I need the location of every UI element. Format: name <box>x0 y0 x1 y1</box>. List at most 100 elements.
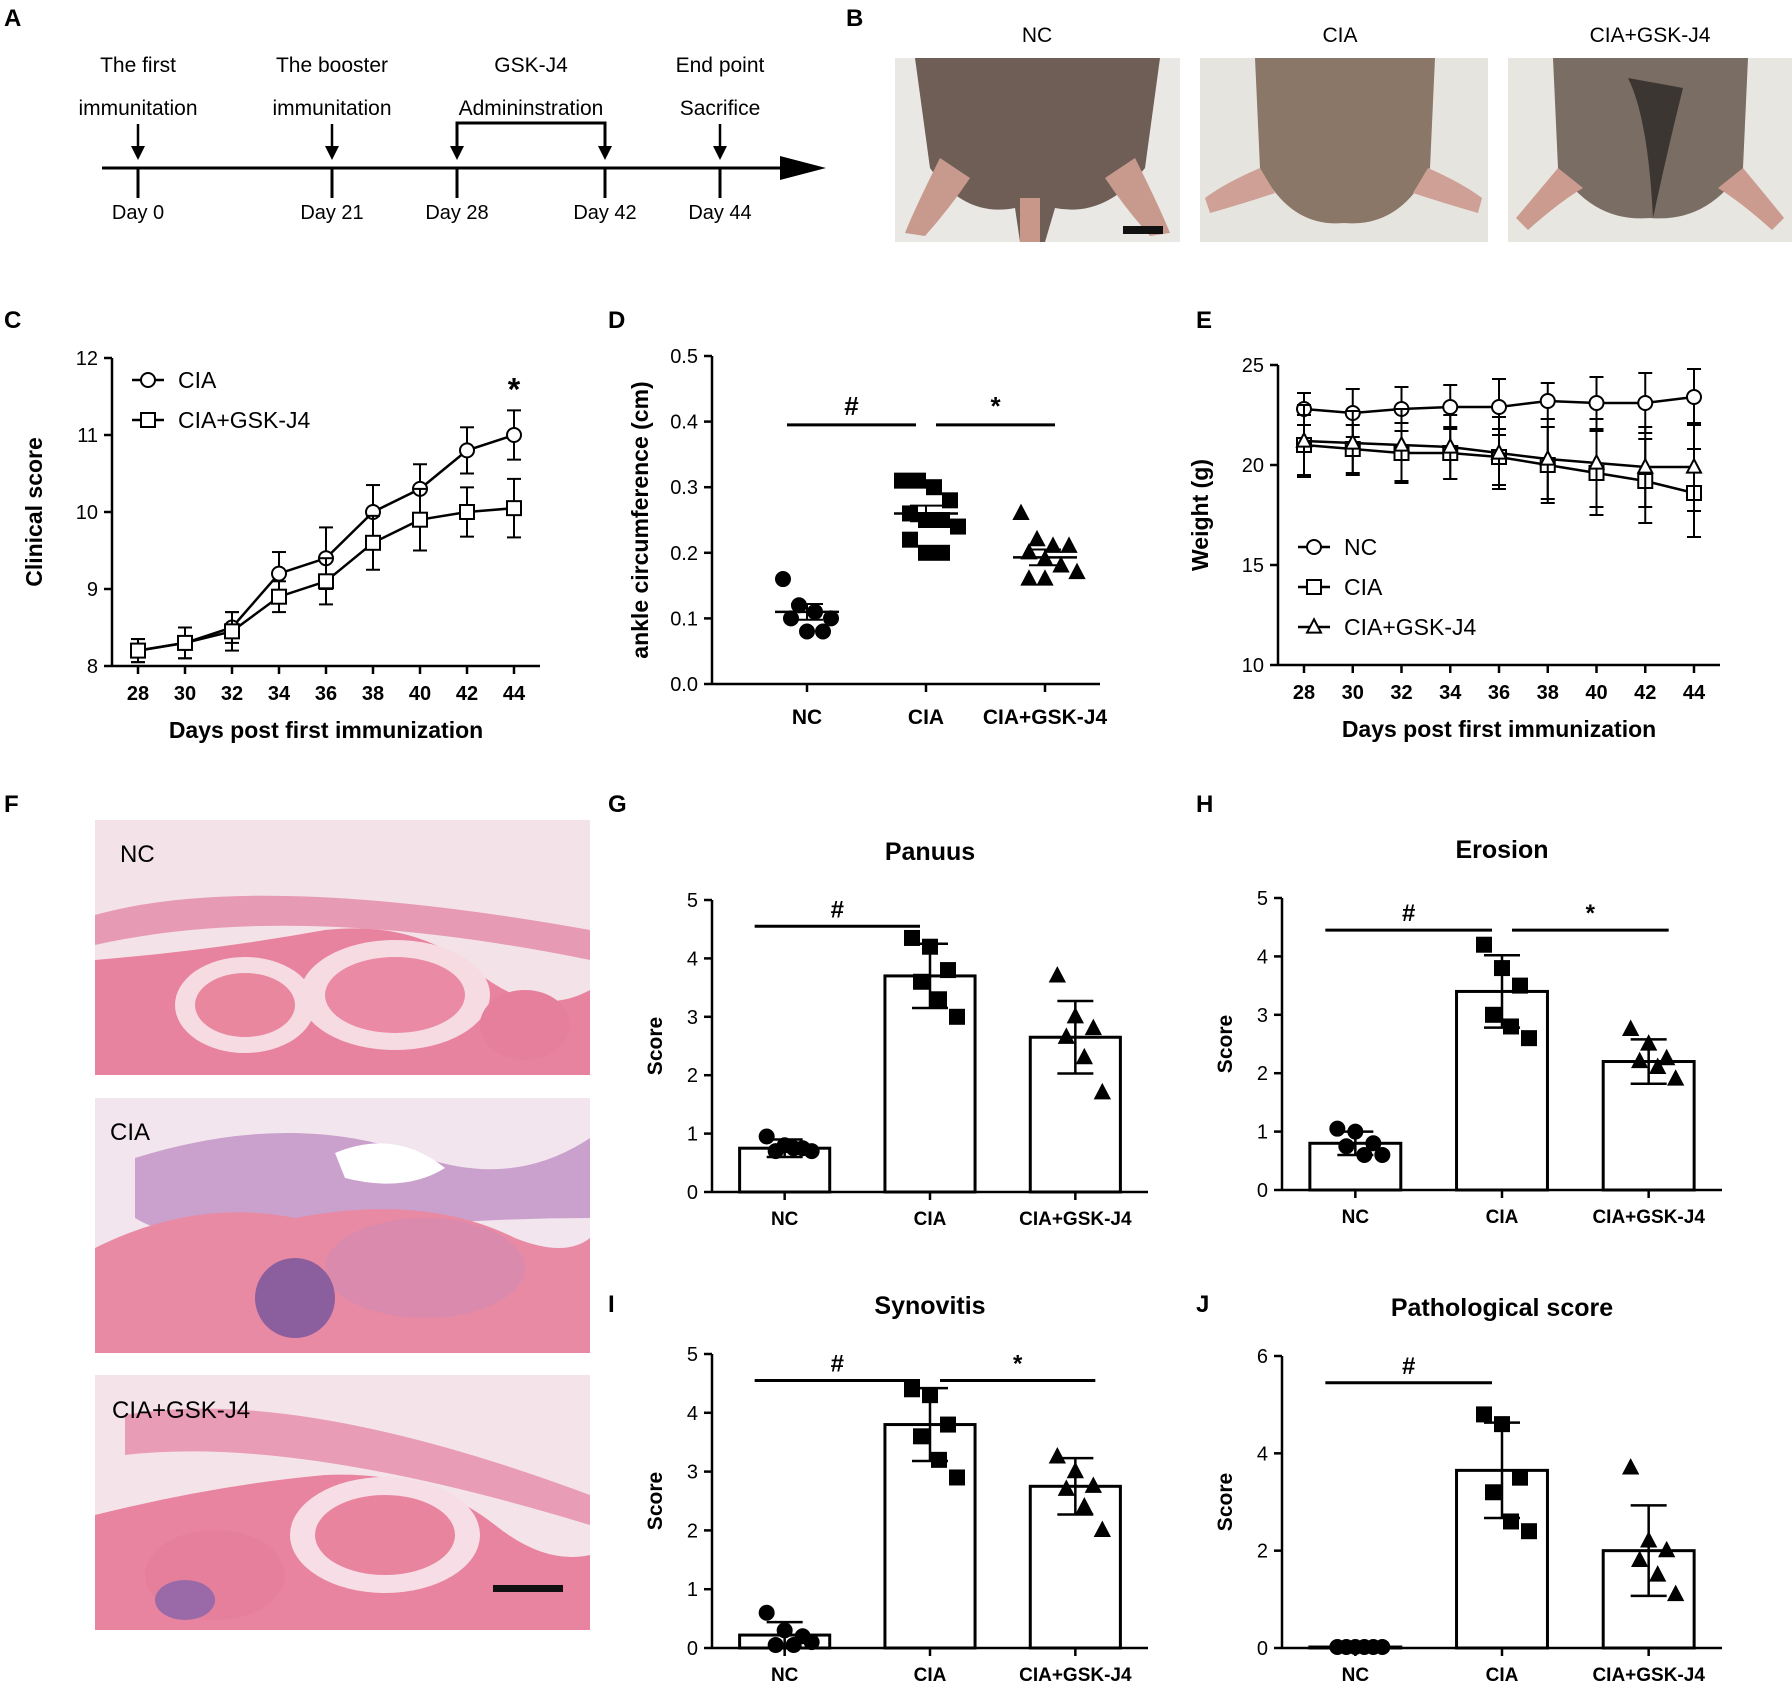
data-point-0-3 <box>271 565 287 582</box>
data-point-0-8 <box>506 427 522 443</box>
data-point-2-5 <box>1539 449 1557 466</box>
significance-mark-1: * <box>1586 900 1596 927</box>
y-tick-label-3: 3 <box>687 1462 698 1484</box>
data-point-2-5 <box>1093 1082 1111 1100</box>
data-point-2-1 <box>1066 1006 1084 1024</box>
panel-letter-g: G <box>608 791 627 818</box>
timeline-event-title-0: The first <box>100 54 176 77</box>
timeline-day-label-0: Day 0 <box>112 202 164 224</box>
y-tick-label-0: 0 <box>687 1182 698 1204</box>
data-point-0-2 <box>1365 1135 1382 1152</box>
data-point-1-1 <box>1494 960 1510 977</box>
panel-letter-a: A <box>4 5 21 32</box>
data-point-0-3 <box>823 610 839 627</box>
data-point-2-1 <box>1028 529 1046 547</box>
y-tick-label-1: 15 <box>1242 555 1264 577</box>
panel-letter-b: B <box>846 5 863 32</box>
line-chart-e: 10 15 20 25 28 30 32 34 36 38 40 42 44 Days post firs… <box>1187 355 1720 742</box>
x-tick-label-0: NC <box>771 1209 799 1230</box>
data-point-1-2 <box>1512 1469 1528 1486</box>
data-point-0-5 <box>1539 393 1556 409</box>
y-tick-label-1: 0.1 <box>670 608 698 630</box>
data-point-1-10 <box>934 544 950 561</box>
y-tick-label-0: 8 <box>87 656 98 678</box>
timeline-arrow-head-0 <box>131 146 145 160</box>
timeline-bracket-arrow-end <box>598 146 612 160</box>
data-point-2-0 <box>1048 966 1066 983</box>
data-point-2-2 <box>1084 1018 1102 1036</box>
x-tick-label-6: 40 <box>1585 682 1607 704</box>
y-tick-label-4: 0.4 <box>670 412 698 434</box>
mouse-photo-cia-gskj4 <box>1508 58 1792 242</box>
x-tick-label-1: 30 <box>1342 682 1364 704</box>
timeline-arrowhead <box>780 156 826 180</box>
timeline-day-label-2: Day 28 <box>425 202 488 224</box>
y-axis-title: Score <box>1214 1473 1237 1531</box>
x-tick-label-7: 42 <box>1634 682 1656 704</box>
data-point-2-0 <box>1048 1447 1066 1464</box>
x-tick-label-0: NC <box>792 706 822 729</box>
histology-label-1: CIA <box>110 1119 150 1146</box>
y-tick-label-1: 9 <box>87 579 98 601</box>
data-point-2-4 <box>1649 1057 1667 1074</box>
data-point-1-4 <box>1503 1018 1519 1035</box>
data-point-1-3 <box>942 492 958 509</box>
y-tick-label-3: 6 <box>1257 1346 1268 1368</box>
x-tick-label-8: 44 <box>1683 682 1706 704</box>
mouse-photo-cia <box>1200 58 1488 242</box>
data-point-1-5 <box>949 1469 965 1486</box>
x-tick-label-2: CIA+GSK-J4 <box>1019 1665 1132 1686</box>
y-tick-label-2: 2 <box>687 1065 698 1087</box>
data-point-1-4 <box>1503 1513 1519 1530</box>
data-point-1-0 <box>1476 936 1492 953</box>
histology-label-0: NC <box>120 841 155 868</box>
panel-letter-i: I <box>608 1291 615 1318</box>
data-point-1-9 <box>918 544 934 561</box>
data-point-0-4 <box>785 1140 802 1157</box>
timeline-bracket-arrow-start <box>450 146 464 160</box>
data-point-2-1 <box>1640 1531 1658 1548</box>
y-tick-label-2: 0.2 <box>670 543 698 565</box>
x-tick-label-2: 32 <box>221 683 243 705</box>
legend: NC CIA CIA+GSK-J4 <box>1298 534 1477 640</box>
timeline-event-subtitle-2: Admininstration <box>459 97 604 120</box>
data-point-2-2 <box>1658 1540 1676 1558</box>
data-point-2-3 <box>1631 1550 1649 1567</box>
y-tick-label-3: 11 <box>77 425 98 447</box>
x-tick-label-1: CIA <box>914 1665 947 1686</box>
bar-chart-h: Erosion 0 1 2 3 4 5 Score NC CIA CIA+GSK-J4 # * <box>1214 836 1722 1228</box>
y-tick-label-0: 0 <box>687 1638 698 1660</box>
data-point-2-7 <box>1068 562 1086 580</box>
histology-cia-gskj4-image <box>95 1375 590 1630</box>
data-point-0-5 <box>799 623 815 640</box>
data-point-1-0 <box>894 472 910 489</box>
x-axis-title: Days post first immunization <box>169 717 483 743</box>
legend-marker-2 <box>1305 617 1323 634</box>
data-point-1-1 <box>910 472 926 489</box>
data-point-0-7 <box>1637 395 1654 411</box>
data-point-0-1 <box>1347 1123 1364 1140</box>
data-point-1-1 <box>922 938 938 955</box>
x-tick-label-0: NC <box>771 1665 799 1686</box>
mouse-photo-cia-image <box>1200 58 1488 242</box>
panel-letter-f: F <box>4 791 19 818</box>
data-point-0-4 <box>1491 399 1507 415</box>
data-point-0-1 <box>776 1622 793 1639</box>
x-tick-label-2: CIA+GSK-J4 <box>1019 1209 1132 1230</box>
data-point-1-6 <box>934 512 950 528</box>
legend-marker-1 <box>140 412 156 428</box>
data-point-1-0 <box>904 1381 920 1398</box>
y-tick-label-0: 0.0 <box>670 674 698 696</box>
data-point-2-7 <box>1636 457 1654 474</box>
data-point-1-2 <box>940 962 956 979</box>
data-point-2-3 <box>1057 1479 1075 1496</box>
significance-mark-0: # <box>1402 1353 1415 1380</box>
y-tick-label-4: 4 <box>687 948 698 970</box>
chart-title: Panuus <box>885 838 975 866</box>
x-tick-label-2: 32 <box>1390 682 1412 704</box>
data-point-0-6 <box>1588 395 1605 411</box>
data-point-2-1 <box>1344 433 1362 450</box>
x-tick-label-4: 36 <box>1488 682 1510 704</box>
data-point-2-4 <box>1490 443 1508 460</box>
data-point-1-4 <box>318 573 334 590</box>
